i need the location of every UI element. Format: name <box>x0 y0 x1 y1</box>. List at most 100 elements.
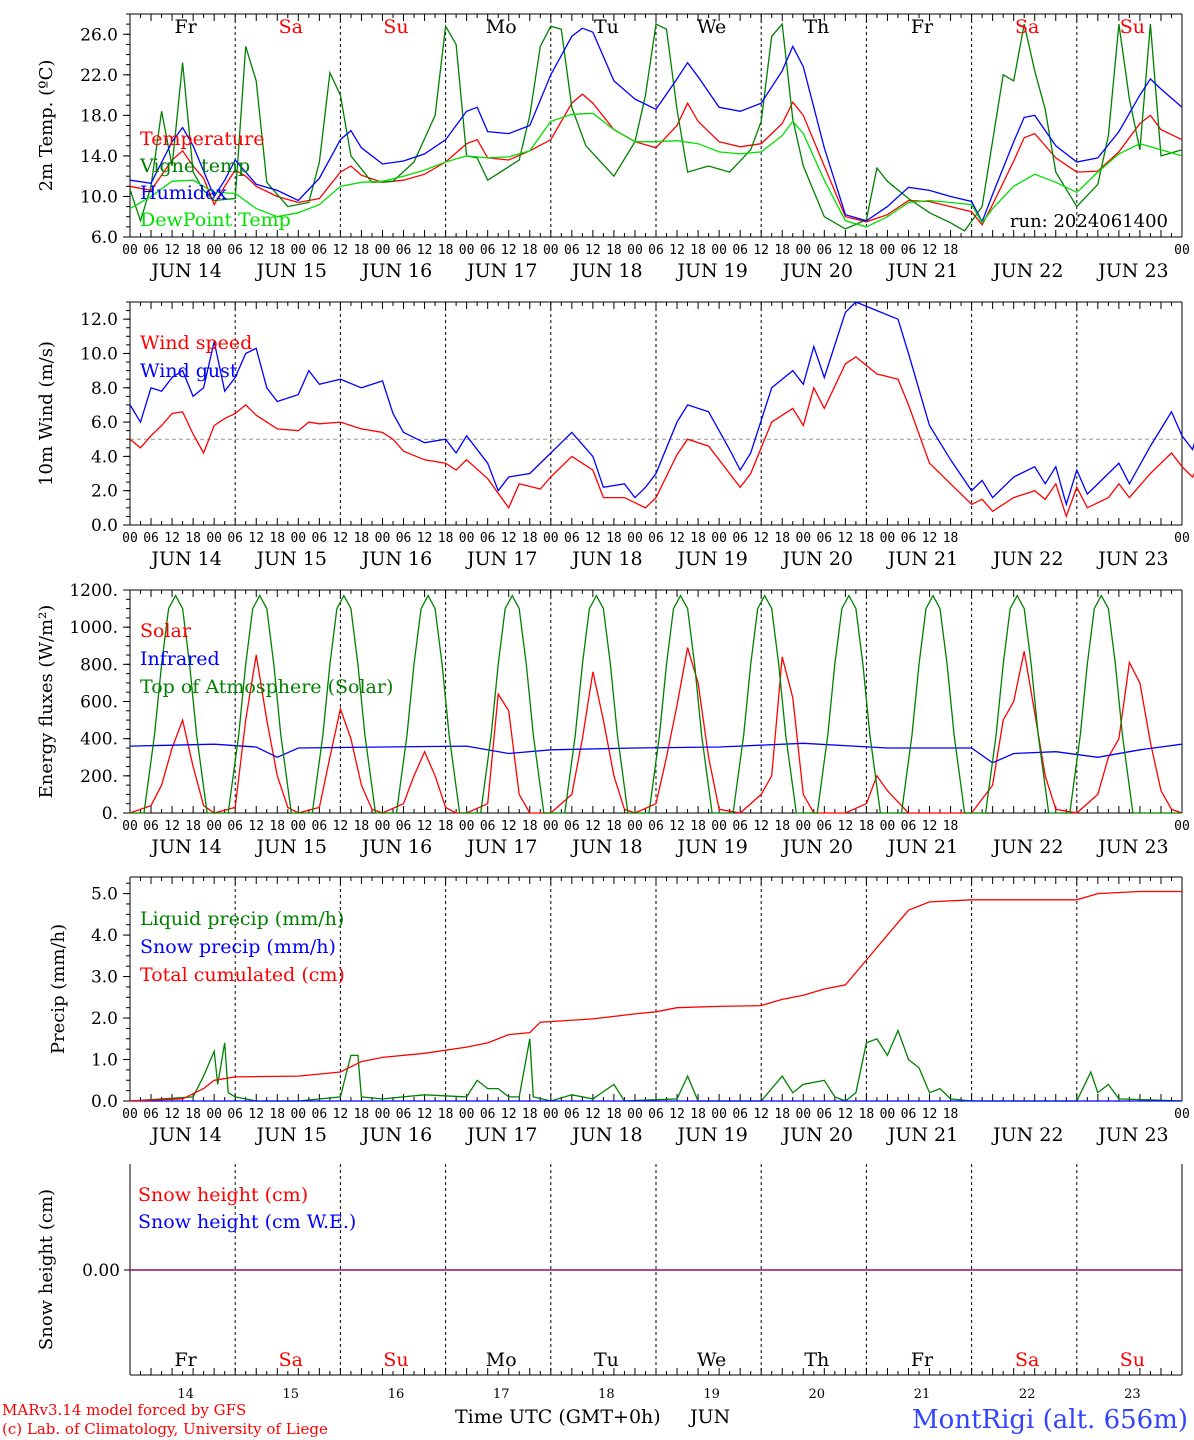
hour-tick-label: 18 <box>269 531 285 546</box>
hour-tick-label: 12 <box>417 1107 433 1122</box>
date-label: JUN 19 <box>675 260 747 282</box>
y-axis-title: Energy fluxes (W/m²) <box>36 605 57 799</box>
run-label: run: 2024061400 <box>1010 211 1168 232</box>
y-tick-label: 22.0 <box>80 66 118 86</box>
y-tick-label: 1.0 <box>91 1051 118 1071</box>
hour-tick-label: 06 <box>312 1107 328 1122</box>
hour-tick-label: 18 <box>522 243 538 258</box>
hour-tick-label: 06 <box>396 531 412 546</box>
hour-tick-label: 00 <box>795 243 811 258</box>
hour-tick-label: 06 <box>901 243 917 258</box>
day-number-label: 17 <box>493 1387 510 1402</box>
legend-entry: Solar <box>140 620 192 642</box>
hour-tick-label: 00 <box>627 819 643 834</box>
y-axis-title: 2m Temp. (ºC) <box>36 60 57 192</box>
hour-tick-label: 00 <box>122 531 138 546</box>
hour-tick-label: 18 <box>185 819 201 834</box>
hour-tick-label: 18 <box>774 819 790 834</box>
hour-tick-label: 18 <box>185 531 201 546</box>
hour-tick-label: 18 <box>269 819 285 834</box>
hour-tick-label: 06 <box>143 819 159 834</box>
date-label: JUN 20 <box>781 548 853 570</box>
date-label: JUN 16 <box>360 548 432 570</box>
hour-tick-label: 06 <box>732 531 748 546</box>
date-label: JUN 23 <box>1096 548 1168 570</box>
hour-tick-label: 06 <box>396 819 412 834</box>
series-total-cumulated-cm- <box>129 890 1182 1102</box>
hour-tick-label: 18 <box>606 1107 622 1122</box>
weekday-label: Sa <box>1015 1349 1039 1371</box>
weekday-label: Th <box>804 1349 829 1371</box>
hour-tick-label: 06 <box>480 243 496 258</box>
weekday-label: Fr <box>174 1349 197 1371</box>
legend-entry: Total cumulated (cm) <box>140 964 345 986</box>
y-tick-label: 10.0 <box>80 344 118 364</box>
hour-tick-label: 06 <box>732 243 748 258</box>
hour-tick-label: 12 <box>164 819 180 834</box>
legend-entry: DewPoint Temp <box>140 209 291 231</box>
hour-tick-label: 18 <box>438 243 454 258</box>
y-tick-label: 6.0 <box>91 413 118 433</box>
hour-tick-label: 00 <box>711 819 727 834</box>
hour-tick-label: 18 <box>185 243 201 258</box>
hour-tick-label: 12 <box>753 819 769 834</box>
legend-entry: Top of Atmosphere (Solar) <box>140 676 393 698</box>
date-label: JUN 19 <box>675 548 747 570</box>
hour-tick-label: 06 <box>480 531 496 546</box>
legend-entry: Liquid precip (mm/h) <box>140 908 344 930</box>
hour-tick-label: 12 <box>922 819 938 834</box>
hour-tick-label: 00 <box>1174 819 1190 834</box>
footer-month-label: JUN <box>688 1406 730 1428</box>
legend-entry: Humidex <box>140 182 227 204</box>
panel-5: 0.00 Snow height (cm) Snow height (cm) Snow… <box>36 1164 1183 1402</box>
hour-tick-label: 00 <box>543 1107 559 1122</box>
hour-tick-label: 18 <box>354 531 370 546</box>
date-label: JUN 23 <box>1096 836 1168 858</box>
date-label: JUN 17 <box>465 548 537 570</box>
hour-tick-label: 12 <box>417 819 433 834</box>
hour-tick-label: 00 <box>375 819 391 834</box>
hour-tick-label: 00 <box>880 531 896 546</box>
weekday-label: Mo <box>486 1349 517 1371</box>
series-vigne-temp <box>129 22 1183 232</box>
y-tick-label: 18.0 <box>80 106 118 126</box>
hour-tick-label: 00 <box>290 1107 306 1122</box>
hour-tick-label: 12 <box>669 1107 685 1122</box>
weekday-label: Su <box>383 1349 408 1371</box>
date-label: JUN 20 <box>781 836 853 858</box>
hour-tick-label: 12 <box>501 531 517 546</box>
y-axis-title: Precip (mm/h) <box>48 924 69 1054</box>
date-label: JUN 18 <box>570 260 642 282</box>
y-tick-label: 26.0 <box>80 25 118 45</box>
date-label: JUN 21 <box>886 548 958 570</box>
hour-tick-label: 06 <box>312 531 328 546</box>
hour-tick-label: 12 <box>248 819 264 834</box>
weekday-label: Sa <box>279 16 303 38</box>
weekday-label: Sa <box>279 1349 303 1371</box>
legend-entry: Wind gust <box>140 360 238 382</box>
day-number-label: 20 <box>809 1387 826 1402</box>
date-label: JUN 15 <box>255 1124 327 1146</box>
y-tick-label: 800. <box>80 655 118 675</box>
hour-tick-label: 18 <box>943 531 959 546</box>
y-tick-label: 2.0 <box>91 1009 118 1029</box>
day-number-label: 14 <box>177 1387 194 1402</box>
y-tick-label: 4.0 <box>91 926 118 946</box>
series-dewpoint-temp <box>129 112 1183 228</box>
hour-tick-label: 18 <box>774 531 790 546</box>
hour-tick-label: 12 <box>922 531 938 546</box>
hour-tick-label: 12 <box>164 531 180 546</box>
hour-tick-label: 18 <box>522 819 538 834</box>
date-label: JUN 14 <box>149 1124 221 1146</box>
hour-tick-label: 06 <box>564 531 580 546</box>
model-credit: MARv3.14 model forced by GFS <box>2 1401 246 1419</box>
hour-tick-label: 18 <box>354 1107 370 1122</box>
panel-2: 00 06 12 18 00 06 12 18 00 06 12 18 00 06 12 18 00 06 12 18… <box>36 301 1194 570</box>
hour-tick-label: 18 <box>774 243 790 258</box>
hour-tick-label: 00 <box>375 1107 391 1122</box>
hour-tick-label: 18 <box>269 243 285 258</box>
hour-tick-label: 06 <box>312 243 328 258</box>
hour-tick-label: 06 <box>564 243 580 258</box>
hour-tick-label: 18 <box>438 819 454 834</box>
hour-tick-label: 12 <box>333 1107 349 1122</box>
